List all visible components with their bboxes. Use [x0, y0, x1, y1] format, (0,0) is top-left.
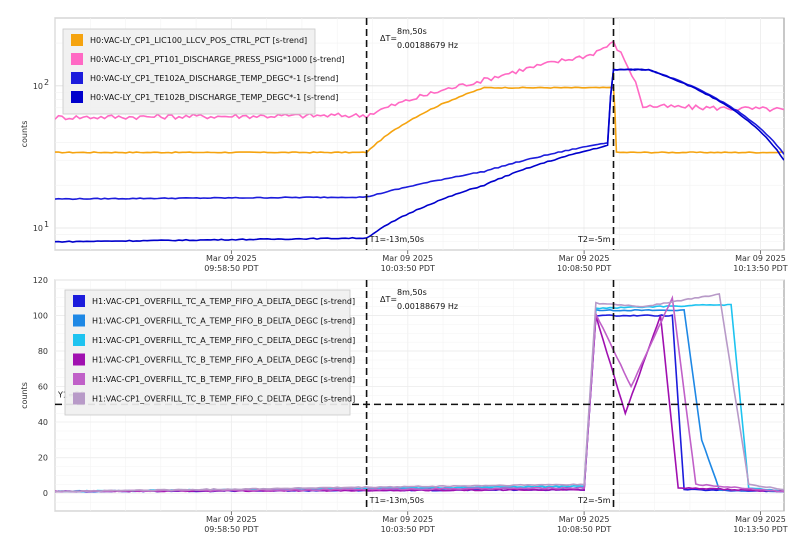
legend-label: H0:VAC-LY_CP1_PT101_DISCHARGE_PRESS_PSIG… — [90, 55, 344, 64]
legend-label: H1:VAC-CP1_OVERFILL_TC_B_TEMP_FIFO_B_DEL… — [92, 375, 355, 384]
legend-label: H1:VAC-CP1_OVERFILL_TC_A_TEMP_FIFO_A_DEL… — [92, 297, 355, 306]
y-tick-label: 10 — [33, 224, 43, 233]
series-line — [55, 294, 784, 493]
x-tick-date: Mar 09 2025 — [735, 515, 786, 524]
x-tick-date: Mar 09 2025 — [382, 254, 433, 263]
cursor-t1-label: T1=-13m,50s — [369, 496, 424, 505]
legend-label: H1:VAC-CP1_OVERFILL_TC_B_TEMP_FIFO_C_DEL… — [92, 395, 355, 404]
x-tick-date: Mar 09 2025 — [382, 515, 433, 524]
legend-label: H1:VAC-CP1_OVERFILL_TC_A_TEMP_FIFO_B_DEL… — [92, 317, 355, 326]
series-line — [55, 68, 784, 243]
series-line — [55, 292, 784, 493]
delta-t-value: 8m,50s — [397, 288, 427, 297]
legend-swatch — [71, 72, 83, 84]
cursor-t1-label: T1=-13m,50s — [369, 235, 424, 244]
x-tick-date: Mar 09 2025 — [206, 515, 257, 524]
legend-label: H0:VAC-LY_CP1_TE102A_DISCHARGE_TEMP_DEGC… — [90, 74, 338, 83]
y-tick-label: 80 — [38, 347, 48, 356]
legend-box — [64, 289, 351, 416]
legend-swatch — [71, 53, 83, 65]
delta-frequency: 0.00188679 Hz — [397, 302, 458, 311]
legend-swatch — [73, 295, 85, 307]
y-tick-exponent: 2 — [44, 78, 49, 87]
x-tick-time: 10:08:50 PDT — [557, 264, 611, 273]
legend-swatch — [71, 34, 83, 46]
y-tick-label: 120 — [33, 276, 48, 285]
y-axis-label: counts — [20, 121, 29, 148]
y-tick-label: 0 — [43, 489, 48, 498]
legend-box — [62, 28, 316, 115]
delta-t-label: ΔT= — [380, 295, 397, 304]
x-tick-time: 09:58:50 PDT — [204, 525, 258, 534]
legend-swatch — [73, 373, 85, 385]
legend-swatch — [73, 353, 85, 366]
y-tick-exponent: 1 — [44, 220, 49, 229]
series-line — [55, 40, 784, 121]
y-tick-label: 20 — [38, 454, 48, 463]
x-tick-time: 10:08:50 PDT — [557, 525, 611, 534]
y-tick-label: 10 — [33, 82, 43, 91]
x-tick-time: 10:03:50 PDT — [381, 264, 435, 273]
y-tick-label: 40 — [38, 418, 48, 427]
legend-swatch — [73, 314, 85, 327]
legend-label: H0:VAC-LY_CP1_TE102B_DISCHARGE_TEMP_DEGC… — [90, 93, 338, 102]
delta-t-label: ΔT= — [380, 34, 397, 43]
y-tick-label: 100 — [33, 312, 48, 321]
legend-swatch — [71, 91, 83, 103]
legend-label: H0:VAC-LY_CP1_LIC100_LLCV_POS_CTRL_PCT [… — [90, 36, 307, 45]
legend-swatch — [73, 392, 85, 405]
cursor-t2-label: T2=-5m — [577, 496, 611, 505]
legend-swatch — [73, 334, 85, 346]
x-tick-date: Mar 09 2025 — [206, 254, 257, 263]
legend-label: H1:VAC-CP1_OVERFILL_TC_B_TEMP_FIFO_A_DEL… — [92, 356, 355, 365]
legend-label: H1:VAC-CP1_OVERFILL_TC_A_TEMP_FIFO_C_DEL… — [92, 336, 355, 345]
x-tick-time: 09:58:50 PDT — [204, 264, 258, 273]
x-tick-time: 10:03:50 PDT — [381, 525, 435, 534]
y-axis-label: counts — [20, 382, 29, 409]
x-tick-date: Mar 09 2025 — [559, 254, 610, 263]
delta-t-value: 8m,50s — [397, 27, 427, 36]
x-tick-time: 10:13:50 PDT — [733, 264, 787, 273]
cursor-t2-label: T2=-5m — [577, 235, 611, 244]
x-tick-date: Mar 09 2025 — [559, 515, 610, 524]
series-line — [55, 86, 784, 154]
delta-frequency: 0.00188679 Hz — [397, 41, 458, 50]
x-tick-time: 10:13:50 PDT — [733, 525, 787, 534]
y-tick-label: 60 — [38, 383, 48, 392]
x-tick-date: Mar 09 2025 — [735, 254, 786, 263]
